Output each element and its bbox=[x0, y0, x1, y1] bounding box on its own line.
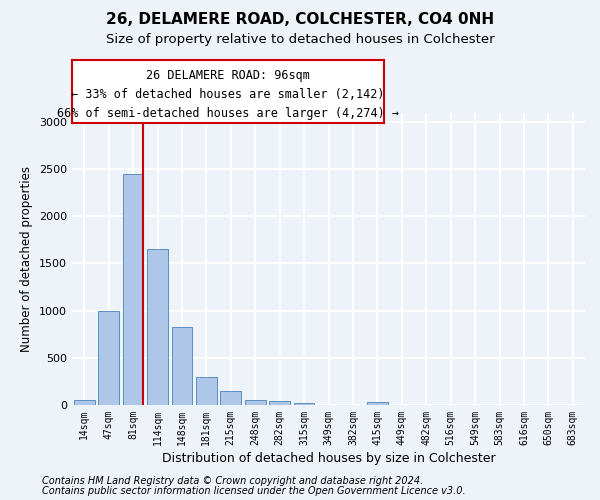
Text: Contains HM Land Registry data © Crown copyright and database right 2024.: Contains HM Land Registry data © Crown c… bbox=[42, 476, 423, 486]
Bar bbox=[245, 400, 266, 405]
Bar bbox=[172, 326, 193, 405]
Bar bbox=[220, 392, 241, 405]
Bar bbox=[269, 401, 290, 405]
Bar bbox=[293, 402, 314, 405]
Text: 66% of semi-detached houses are larger (4,274) →: 66% of semi-detached houses are larger (… bbox=[57, 106, 399, 120]
Bar bbox=[367, 402, 388, 405]
Text: 26, DELAMERE ROAD, COLCHESTER, CO4 0NH: 26, DELAMERE ROAD, COLCHESTER, CO4 0NH bbox=[106, 12, 494, 28]
Text: Size of property relative to detached houses in Colchester: Size of property relative to detached ho… bbox=[106, 32, 494, 46]
Bar bbox=[98, 310, 119, 405]
X-axis label: Distribution of detached houses by size in Colchester: Distribution of detached houses by size … bbox=[161, 452, 496, 465]
Bar bbox=[196, 377, 217, 405]
Text: ← 33% of detached houses are smaller (2,142): ← 33% of detached houses are smaller (2,… bbox=[71, 88, 385, 101]
Bar bbox=[122, 174, 143, 405]
Text: 26 DELAMERE ROAD: 96sqm: 26 DELAMERE ROAD: 96sqm bbox=[146, 69, 310, 82]
Bar bbox=[74, 400, 95, 405]
Y-axis label: Number of detached properties: Number of detached properties bbox=[20, 166, 34, 352]
Bar bbox=[147, 250, 168, 405]
Text: Contains public sector information licensed under the Open Government Licence v3: Contains public sector information licen… bbox=[42, 486, 466, 496]
